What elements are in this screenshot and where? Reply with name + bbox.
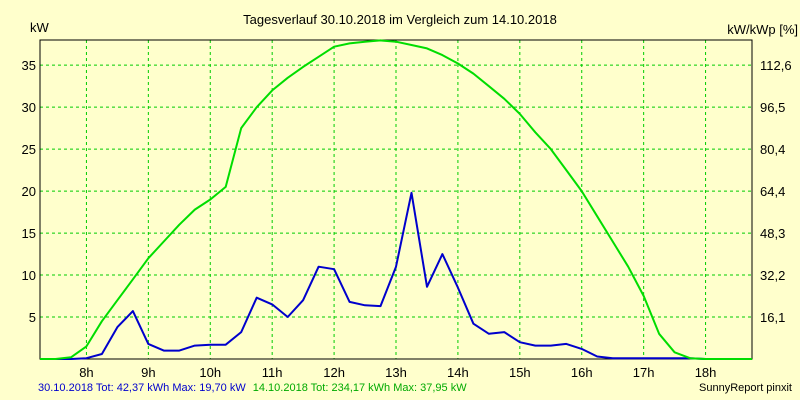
plot-area: 8h 9h 10h 11h 12h 13h 14h 15h 16h 17h 18h 5 16,1 10 32…	[22, 39, 792, 380]
y-tick-label-right: 96,5	[760, 100, 785, 115]
x-tick-label: 10h	[199, 365, 221, 380]
x-tick-label: 11h	[262, 365, 283, 380]
x-tick-label: 17h	[633, 365, 655, 380]
x-tick-label: 13h	[385, 365, 407, 380]
y-tick-label-right: 112,6	[760, 58, 792, 73]
legend-series-30-10-2018: 30.10.2018 Tot: 42,37 kWh Max: 19,70 kW	[38, 382, 246, 394]
y-tick-label-right: 32,2	[760, 268, 785, 283]
x-tick-label: 15h	[509, 365, 531, 380]
y-tick-label-left: 30	[22, 100, 36, 115]
y-axis-right-label: kW/kWp [%]	[727, 22, 798, 37]
series-line-2	[40, 39, 752, 360]
chart-footer-legend: 30.10.2018 Tot: 42,37 kWh Max: 19,70 kW …	[38, 382, 467, 394]
y-tick-label-left: 35	[22, 58, 36, 73]
y-axis-left-label: kW	[30, 20, 50, 35]
y-tick-label-right: 48,3	[760, 226, 785, 241]
y-tick-label-left: 10	[22, 268, 36, 283]
plot-frame	[39, 39, 753, 360]
y-tick-label-left: 20	[22, 184, 36, 199]
x-tick-label: 18h	[695, 365, 717, 380]
x-tick-label: 16h	[571, 365, 593, 380]
x-tick-label: 9h	[141, 365, 155, 380]
x-tick-label: 14h	[447, 365, 469, 380]
legend-series-14-10-2018: 14.10.2018 Tot: 234,17 kWh Max: 37,95 kW	[252, 382, 467, 394]
y-tick-label-right: 16,1	[760, 310, 785, 325]
chart-title: Tagesverlauf 30.10.2018 im Vergleich zum…	[243, 12, 557, 27]
y-tick-label-right: 80,4	[760, 142, 785, 157]
x-tick-label: 12h	[323, 365, 345, 380]
y-tick-label-left: 5	[29, 310, 36, 325]
chart-credit: SunnyReport pinxit	[699, 382, 792, 394]
y-tick-label-left: 25	[22, 142, 36, 157]
series-line-1	[40, 191, 752, 360]
y-tick-label-left: 15	[22, 226, 36, 241]
x-tick-label: 8h	[79, 365, 93, 380]
y-tick-label-right: 64,4	[760, 184, 785, 199]
